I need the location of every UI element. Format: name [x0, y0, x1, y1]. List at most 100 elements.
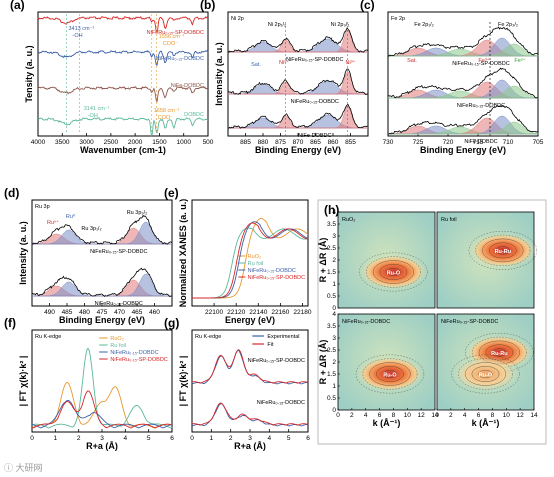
- c-series-label: NiFeRu₀.₁₅-SP-DOBDC: [452, 61, 509, 67]
- h-intensity-spot: [360, 254, 427, 290]
- h-contour-line: [489, 242, 517, 259]
- h-xlabel: k (Å⁻¹): [373, 418, 401, 428]
- a-series-label: DOBDC: [184, 112, 204, 118]
- a-xtick-label: 1000: [176, 139, 191, 146]
- e-legend-label: NiFeRu₀.₁₅-DOBDC: [248, 268, 296, 274]
- g-frame: [191, 329, 309, 433]
- d-xtick-label: 470: [114, 309, 125, 316]
- e-xtick-label: 22160: [271, 309, 289, 316]
- h-xtick-label: 6: [378, 412, 382, 419]
- h-ytick-label: 4: [332, 209, 336, 216]
- h-xtick-label: 14: [530, 412, 538, 419]
- a-panel-label: (a): [10, 0, 25, 12]
- b-peak-label: Sat.: [251, 62, 261, 68]
- e-legend-label: NiFeRu₀.₁₅-SP-DOBDC: [248, 275, 305, 281]
- panel-a: 500 1000 1500 2000 2500 3000 3500 4000 Wavenumbe…: [10, 0, 214, 155]
- h-xtick-label: 14: [431, 412, 439, 419]
- c-fit-peak: [388, 121, 539, 135]
- d-envelope: [31, 267, 173, 297]
- h-contour-line: [464, 362, 507, 386]
- b-fit-peak: [228, 71, 368, 95]
- h-feature-label: Ru-O: [387, 271, 401, 277]
- c-xtick-label: 720: [443, 139, 454, 146]
- h-xtick-label: 12: [418, 412, 426, 419]
- f-xtick-label: 6: [170, 435, 174, 442]
- h-contour-line: [359, 252, 428, 292]
- f-legend-label: NiFeRu₀.₁₅-SP-DOBDC: [110, 357, 167, 363]
- h-contour-line: [495, 246, 510, 255]
- h-xtick-label: 12: [517, 412, 525, 419]
- c-xlabel: Binding Energy (eV): [420, 145, 506, 155]
- b-series-label: NiFeRu₀.₁₅-SP-DOBDC: [286, 57, 343, 63]
- h-ytick-label: 1.5: [327, 371, 336, 378]
- f-xlabel: R+a (Å): [86, 441, 118, 451]
- c-frame: [387, 11, 539, 137]
- b-series-label: NiFeRu₀.₁₅-DOBDC: [291, 99, 339, 105]
- g-panel-label: (g): [164, 316, 179, 330]
- h-ytick-label: 0.5: [327, 293, 336, 300]
- e-xtick-label: 22140: [249, 309, 267, 316]
- h-subplot-title: RuO₂: [342, 217, 355, 223]
- h-subplot: Ru-O RuO₂ 0 0.5 1 1.5 2 2.5 3 3.5 4 R + ΔR (Å): [318, 209, 436, 312]
- h-ylabel: R + ΔR (Å): [318, 340, 328, 385]
- h-contour-line: [366, 256, 421, 288]
- c-panel-label: (c): [360, 0, 375, 12]
- a-series-line: [37, 50, 209, 66]
- d-region-label: Ru 3p: [35, 204, 50, 210]
- b-series-label: NiFe-DOBDC: [298, 133, 331, 139]
- h-ytick-label: 1: [332, 383, 336, 390]
- b-xtick-label: 860: [328, 139, 339, 146]
- h-feature-label: Ru-Ru: [491, 351, 508, 357]
- a-annotation: 3141 cm⁻¹: [84, 106, 110, 112]
- d-series-label: NiFeRu₀.₁₅-DOBDC: [95, 301, 143, 307]
- f-legend-label: RuO₂: [110, 336, 123, 342]
- h-xtick-label: 4: [364, 412, 368, 419]
- f-xtick-label: 1: [54, 435, 58, 442]
- h-subplot-title: NiFeRu₀.₁₅-DOBDC: [342, 319, 390, 325]
- c-series-label: NiFeRu₀.₁₅-DOBDC: [457, 103, 505, 109]
- b-envelope: [227, 27, 369, 53]
- c-region-label: Fe 2p: [391, 16, 405, 22]
- f-legend-label: Ru foil: [110, 343, 126, 349]
- d-panel-label: (d): [4, 186, 19, 200]
- h-xtick-label: 0: [336, 412, 340, 419]
- h-ytick-label: 1.5: [327, 269, 336, 276]
- d-xtick-label: 460: [149, 309, 160, 316]
- a-series-line: [38, 117, 209, 137]
- e-series-line: [192, 222, 309, 299]
- h-ylabel: R + ΔR (Å): [318, 238, 328, 283]
- h-ytick-label: 1: [332, 281, 336, 288]
- h-xtick-label: 8: [392, 412, 396, 419]
- b-xtick-label: 875: [275, 139, 286, 146]
- a-annotation: COO⁻: [158, 115, 174, 121]
- h-contour-line: [376, 366, 404, 382]
- c-xtick-label: 725: [413, 139, 424, 146]
- b-xtick-label: 885: [240, 139, 251, 146]
- g-legend-label: Fit: [267, 342, 274, 348]
- g-xtick-label: 3: [248, 435, 252, 442]
- b-peak-label: Ni²⁺: [279, 59, 289, 66]
- h-feature-label: Ru-O: [383, 373, 397, 379]
- c-fit-peak: [388, 43, 539, 57]
- h-contour-line: [362, 358, 418, 390]
- g-xtick-label: 2: [229, 435, 233, 442]
- d-xlabel: Binding Energy (eV): [59, 315, 145, 325]
- b-envelope: [227, 103, 368, 129]
- f-region-label: Ru K-edge: [35, 334, 61, 340]
- b-peak-label: Ni 2p₁/₂: [268, 22, 286, 28]
- g-xtick-label: 4: [268, 435, 272, 442]
- a-series-label: NiFe-DOBDC: [171, 83, 204, 89]
- h-feature-label: Ru-O: [479, 373, 493, 379]
- f-panel-label: (f): [4, 316, 16, 330]
- g-legend-label: Experimental: [267, 334, 299, 340]
- d-envelope: [31, 214, 173, 245]
- h-contour-line: [478, 369, 493, 379]
- c-envelope: [387, 26, 539, 57]
- c-envelope: [387, 105, 539, 135]
- g-xtick-label: 1: [210, 435, 214, 442]
- c-peak-label: Fe 2p₁/₂: [414, 22, 434, 28]
- h-ytick-label: 4: [332, 311, 336, 318]
